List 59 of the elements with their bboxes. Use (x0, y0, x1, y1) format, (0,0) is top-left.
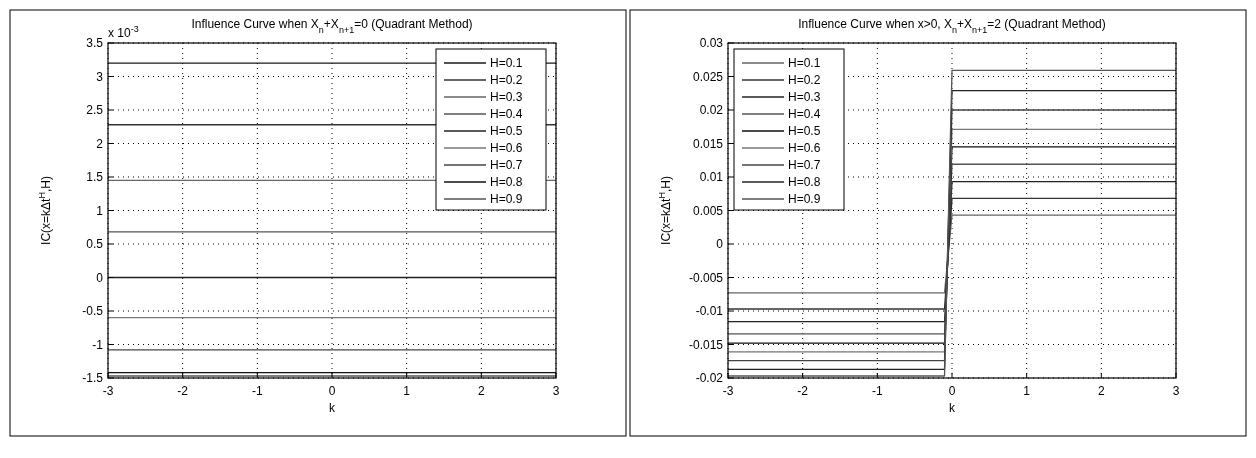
legend-label: H=0.1 (490, 56, 523, 70)
y-tick-label: -0.5 (82, 304, 104, 318)
text: x 10$^{-3}$ (108, 24, 139, 40)
y-tick-label: 0.01 (699, 170, 724, 184)
legend-label: H=0.9 (788, 192, 821, 206)
legend-label: H=0.3 (490, 90, 523, 104)
y-tick-label: 0.015 (692, 136, 724, 151)
x-axis-title: k (329, 401, 336, 415)
legend-label: H=0.7 (490, 158, 523, 172)
legend-label: H=0.5 (788, 124, 821, 138)
chart-title: Influence Curve when x>0, X$_{n}$+X$_{n+1}$=2 (Quadrant Method) (798, 17, 1106, 35)
y-tick-label: 0.5 (86, 237, 104, 251)
chart-title: Influence Curve when X$_{n}$+X$_{n+1}$=0 (Quadrant Method) (191, 17, 473, 35)
legend-label: H=0.8 (788, 175, 821, 189)
y-tick-label: 0.02 (699, 103, 724, 117)
y-tick-label: -1 (92, 337, 104, 352)
x-tick-label: -3 (102, 384, 114, 398)
legend-label: H=0.2 (490, 73, 523, 87)
x-tick-label: -1 (872, 384, 883, 398)
y-tick-label: 3.5 (86, 36, 104, 50)
y-tick-label: 1 (96, 203, 104, 218)
x-tick-label: 1 (403, 384, 411, 398)
legend-label: H=0.8 (490, 175, 523, 189)
legend-label: H=0.9 (490, 192, 523, 206)
legend-label: H=0.3 (788, 90, 821, 104)
x-tick-label: 1 (1023, 384, 1031, 398)
y-tick-label: -0.02 (695, 371, 724, 385)
y-tick-label: 1.5 (86, 170, 104, 184)
x-tick-label: 0 (948, 384, 956, 398)
x-tick-label: -1 (252, 384, 263, 398)
x-tick-label: 3 (552, 384, 560, 398)
legend-label: H=0.7 (788, 158, 821, 172)
legend-label: H=0.4 (490, 107, 523, 121)
legend-label: H=0.5 (490, 124, 523, 138)
x-tick-label: 0 (328, 384, 336, 398)
y-tick-label: 0.005 (692, 203, 724, 218)
y-tick-label: 2.5 (86, 103, 104, 117)
x-axis-title: k (949, 401, 956, 415)
x-tick-label: 3 (1172, 384, 1180, 398)
y-tick-label: -1.5 (82, 371, 104, 385)
x-tick-label: -2 (797, 384, 809, 398)
legend-label: H=0.2 (788, 73, 821, 87)
y-tick-label: -0.01 (695, 304, 724, 318)
legend-label: H=0.4 (788, 107, 821, 121)
y-tick-label: -0.005 (688, 270, 724, 285)
y-tick-label: 0 (716, 237, 724, 251)
legend-label: H=0.1 (788, 56, 821, 70)
y-tick-label: 2 (96, 136, 104, 151)
y-tick-label: 0.03 (699, 36, 724, 50)
y-tick-label: 0 (96, 270, 104, 285)
x-tick-label: 2 (477, 384, 485, 398)
legend-label: H=0.6 (490, 141, 523, 155)
x-tick-label: -2 (177, 384, 189, 398)
x-tick-label: -3 (722, 384, 734, 398)
y-tick-label: 3 (96, 69, 104, 84)
y-tick-label: -0.015 (688, 337, 724, 352)
y-tick-label: 0.025 (692, 69, 724, 84)
x-tick-label: 2 (1097, 384, 1105, 398)
legend-label: H=0.6 (788, 141, 821, 155)
